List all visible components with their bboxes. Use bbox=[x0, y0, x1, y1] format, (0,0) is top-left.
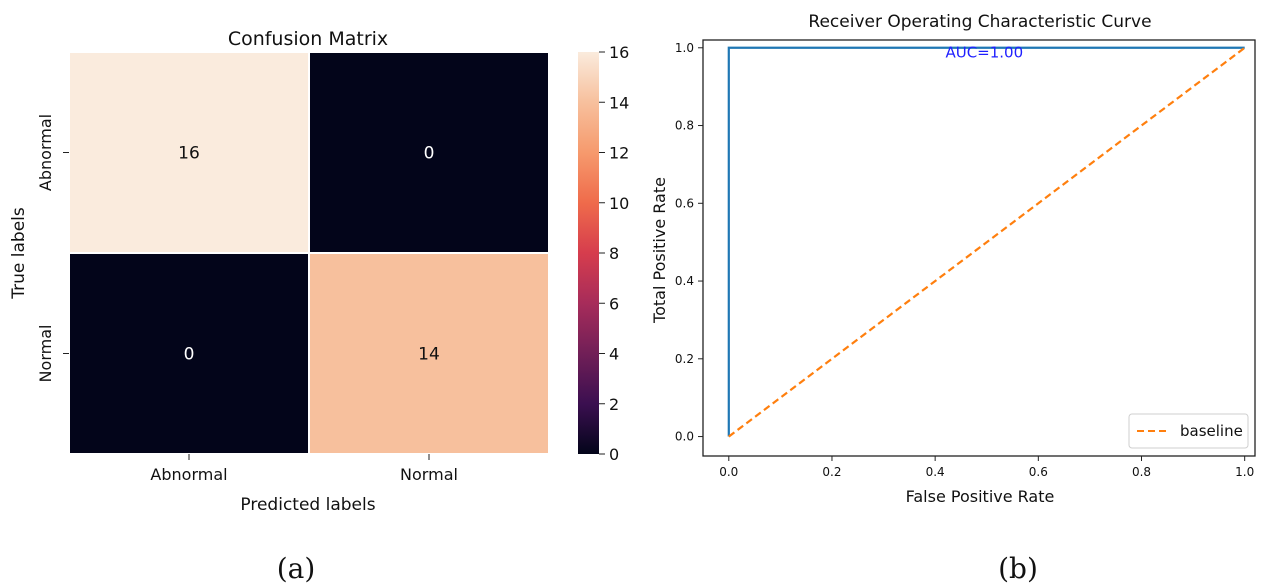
colorbar-tick-label: 12 bbox=[609, 144, 629, 163]
confusion-matrix-panel: Confusion Matrix 16 0 0 14 Abnormal Normal A… bbox=[9, 28, 629, 515]
roc-x-tick-label: 0.0 bbox=[719, 465, 738, 479]
panel-label-a: (a) bbox=[277, 552, 316, 585]
cm-x-axis-label: Predicted labels bbox=[240, 495, 375, 515]
cm-y-axis-label: True labels bbox=[9, 207, 29, 300]
roc-x-tick-label: 0.8 bbox=[1132, 465, 1151, 479]
roc-y-tick-label: 0.2 bbox=[675, 352, 694, 366]
cm-cells: 16 0 0 14 bbox=[68, 51, 550, 455]
cm-y-tick-label: Abnormal bbox=[36, 114, 55, 191]
cm-colorbar bbox=[578, 52, 599, 454]
roc-y-tick-label: 1.0 bbox=[675, 41, 694, 55]
cm-colorbar-ticks: 0 2 4 6 8 10 12 14 16 bbox=[599, 43, 629, 464]
cm-x-tick-label: Normal bbox=[400, 465, 458, 484]
roc-curve-line bbox=[727, 46, 1245, 437]
roc-series bbox=[727, 46, 1246, 438]
cm-y-ticks: Abnormal Normal bbox=[36, 114, 69, 383]
roc-panel: Receiver Operating Characteristic Curve … bbox=[650, 12, 1256, 506]
roc-legend: baseline bbox=[1128, 413, 1249, 449]
cm-cell bbox=[68, 252, 310, 455]
colorbar-tick-label: 8 bbox=[609, 244, 619, 263]
roc-x-axis-label: False Positive Rate bbox=[906, 487, 1055, 506]
roc-y-tick-label: 0.4 bbox=[675, 274, 694, 288]
colorbar-tick-label: 6 bbox=[609, 294, 619, 313]
baseline-line bbox=[728, 46, 1246, 438]
roc-plot-frame bbox=[702, 39, 1256, 457]
roc-y-axis-label: Total Positive Rate bbox=[650, 177, 669, 324]
colorbar-tick-label: 10 bbox=[609, 194, 629, 213]
cm-y-tick-label: Normal bbox=[36, 325, 55, 383]
roc-x-tick-label: 0.6 bbox=[1029, 465, 1048, 479]
roc-y-ticks: 0.0 0.2 0.4 0.6 0.8 1.0 bbox=[675, 41, 703, 444]
cm-cell-value: 14 bbox=[418, 345, 440, 365]
panel-label-b: (b) bbox=[998, 552, 1038, 585]
roc-title: Receiver Operating Characteristic Curve bbox=[808, 12, 1151, 32]
cm-cell bbox=[68, 51, 310, 254]
cm-title: Confusion Matrix bbox=[228, 28, 388, 50]
cm-cell-value: 0 bbox=[184, 345, 195, 365]
cm-cell bbox=[308, 252, 550, 455]
colorbar-tick-label: 0 bbox=[609, 445, 619, 464]
colorbar-tick-label: 16 bbox=[609, 43, 629, 62]
legend-frame bbox=[1128, 413, 1249, 449]
roc-x-ticks: 0.0 0.2 0.4 0.6 0.8 1.0 bbox=[719, 456, 1254, 479]
roc-x-tick-label: 0.2 bbox=[822, 465, 841, 479]
roc-y-tick-label: 0.6 bbox=[675, 196, 694, 210]
legend-label-baseline: baseline bbox=[1180, 422, 1243, 440]
cm-x-tick-label: Abnormal bbox=[150, 465, 227, 484]
cm-cell bbox=[308, 51, 550, 254]
roc-x-tick-label: 0.4 bbox=[926, 465, 945, 479]
roc-x-tick-label: 1.0 bbox=[1235, 465, 1254, 479]
roc-y-tick-label: 0.8 bbox=[675, 119, 694, 133]
colorbar-tick-label: 14 bbox=[609, 93, 629, 112]
cm-cell-value: 0 bbox=[424, 144, 435, 164]
cm-cell-value: 16 bbox=[178, 144, 200, 164]
colorbar-tick-label: 2 bbox=[609, 395, 619, 414]
auc-annotation: AUC=1.00 bbox=[945, 43, 1023, 61]
colorbar-tick-label: 4 bbox=[609, 345, 619, 364]
cm-x-ticks: Abnormal Normal bbox=[150, 454, 458, 484]
roc-y-tick-label: 0.0 bbox=[675, 430, 694, 444]
